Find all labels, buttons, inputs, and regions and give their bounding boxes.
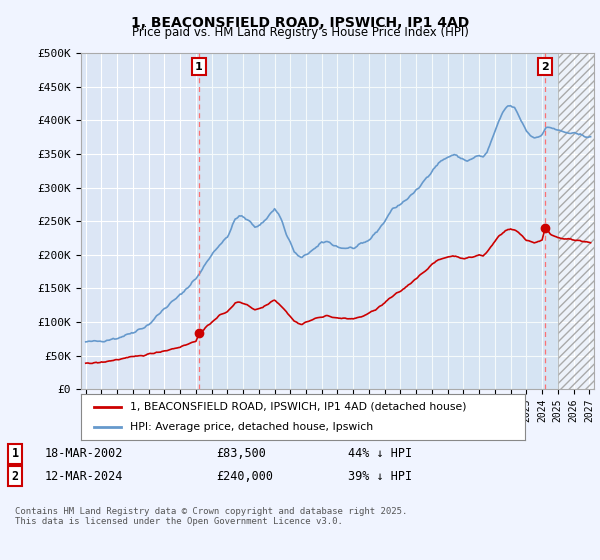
Text: Price paid vs. HM Land Registry's House Price Index (HPI): Price paid vs. HM Land Registry's House … xyxy=(131,26,469,39)
Text: 2: 2 xyxy=(541,62,549,72)
Bar xyxy=(199,53,558,389)
Text: 18-MAR-2002: 18-MAR-2002 xyxy=(45,447,124,460)
Text: 39% ↓ HPI: 39% ↓ HPI xyxy=(348,469,412,483)
Text: HPI: Average price, detached house, Ipswich: HPI: Average price, detached house, Ipsw… xyxy=(130,422,373,432)
Text: Contains HM Land Registry data © Crown copyright and database right 2025.
This d: Contains HM Land Registry data © Crown c… xyxy=(15,507,407,526)
Text: £240,000: £240,000 xyxy=(216,469,273,483)
Text: 1: 1 xyxy=(195,62,203,72)
Text: 12-MAR-2024: 12-MAR-2024 xyxy=(45,469,124,483)
Text: 2: 2 xyxy=(11,469,19,483)
Text: 44% ↓ HPI: 44% ↓ HPI xyxy=(348,447,412,460)
Text: 1, BEACONSFIELD ROAD, IPSWICH, IP1 4AD (detached house): 1, BEACONSFIELD ROAD, IPSWICH, IP1 4AD (… xyxy=(130,402,466,412)
Text: £83,500: £83,500 xyxy=(216,447,266,460)
Text: 1, BEACONSFIELD ROAD, IPSWICH, IP1 4AD: 1, BEACONSFIELD ROAD, IPSWICH, IP1 4AD xyxy=(131,16,469,30)
Text: 1: 1 xyxy=(11,447,19,460)
